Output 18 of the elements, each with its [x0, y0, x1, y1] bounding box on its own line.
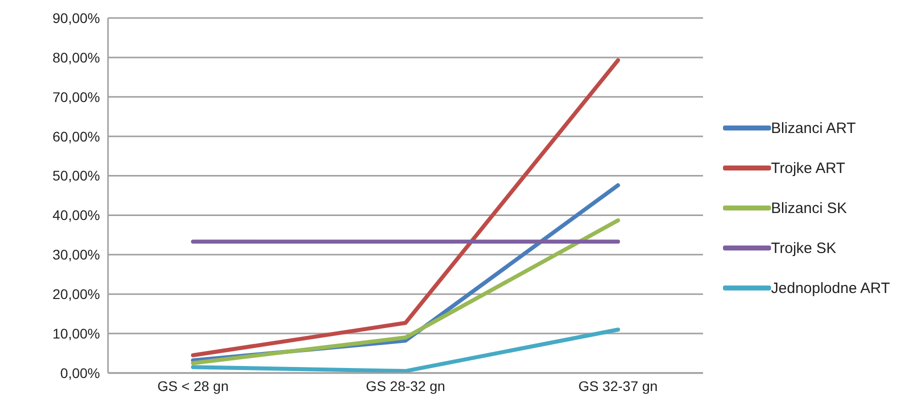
y-tick-label: 50,00%	[52, 168, 100, 184]
x-tick-label: GS 28-32 gn	[366, 378, 446, 394]
x-tick-label: GS < 28 gn	[157, 378, 229, 394]
y-tick-label: 60,00%	[52, 128, 100, 144]
legend-label: Trojke ART	[771, 160, 846, 176]
y-tick-label: 10,00%	[52, 326, 100, 342]
legend-label: Trojke SK	[771, 240, 836, 256]
legend-label: Blizanci SK	[771, 200, 847, 216]
y-tick-label: 0,00%	[60, 364, 100, 381]
y-tick-label: 40,00%	[52, 207, 100, 224]
y-tick-label: 70,00%	[52, 88, 100, 105]
legend-label: Jednoplodne ART	[771, 280, 890, 296]
y-tick-label: 30,00%	[52, 246, 100, 263]
y-tick-label: 90,00%	[52, 10, 100, 26]
x-tick-label: GS 32-37 gn	[578, 378, 658, 394]
legend-label: Blizanci ART	[771, 120, 856, 136]
y-tick-label: 20,00%	[52, 286, 100, 302]
y-tick-label: 80,00%	[52, 49, 100, 66]
